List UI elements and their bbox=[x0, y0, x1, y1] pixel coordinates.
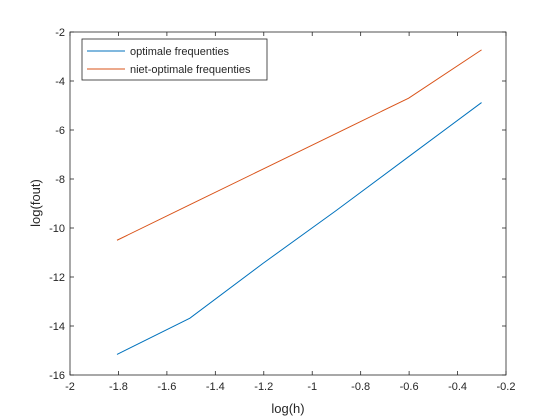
x-tick-label: -1.2 bbox=[254, 381, 273, 393]
legend-label-niet-optimale: niet-optimale frequenties bbox=[130, 64, 251, 76]
x-tick-label: -1 bbox=[307, 381, 317, 393]
y-tick-label: -2 bbox=[55, 27, 65, 39]
y-axis-label: log(fout) bbox=[28, 179, 43, 227]
x-tick-label: -0.8 bbox=[351, 381, 370, 393]
axes-box bbox=[69, 31, 507, 376]
x-tick-label: -1.4 bbox=[206, 381, 225, 393]
y-tick-label: -16 bbox=[49, 370, 65, 382]
series-layer bbox=[116, 49, 482, 355]
legend-box bbox=[81, 38, 268, 81]
y-tick-label: -14 bbox=[49, 321, 65, 333]
x-ticks: -2 -1.8 -1.6 -1.4 -1.2 -1 -0.8 -0.6 -0.4 -0.2 bbox=[65, 32, 515, 393]
x-axis-label: log(h) bbox=[271, 401, 304, 416]
y-tick-label: -6 bbox=[55, 125, 65, 137]
legend: optimale frequenties niet-optimale frequ… bbox=[81, 38, 268, 81]
y-tick-label: -10 bbox=[49, 223, 65, 235]
x-tick-label: -0.6 bbox=[400, 381, 419, 393]
x-tick-label: -1.8 bbox=[109, 381, 128, 393]
y-tick-label: -12 bbox=[49, 272, 65, 284]
y-tick-label: -4 bbox=[55, 76, 65, 88]
y-ticks: -16 -14 -12 -10 -8 -6 -4 -2 bbox=[49, 27, 506, 382]
series-line-1 bbox=[116, 49, 482, 241]
x-tick-label: -0.2 bbox=[497, 381, 516, 393]
y-tick-label: -8 bbox=[55, 174, 65, 186]
series-line-0 bbox=[116, 102, 482, 355]
x-tick-label: -0.4 bbox=[448, 381, 467, 393]
x-tick-label: -1.6 bbox=[157, 381, 176, 393]
legend-label-optimale: optimale frequenties bbox=[130, 46, 230, 58]
x-tick-label: -2 bbox=[65, 381, 75, 393]
plot-area bbox=[70, 32, 506, 375]
